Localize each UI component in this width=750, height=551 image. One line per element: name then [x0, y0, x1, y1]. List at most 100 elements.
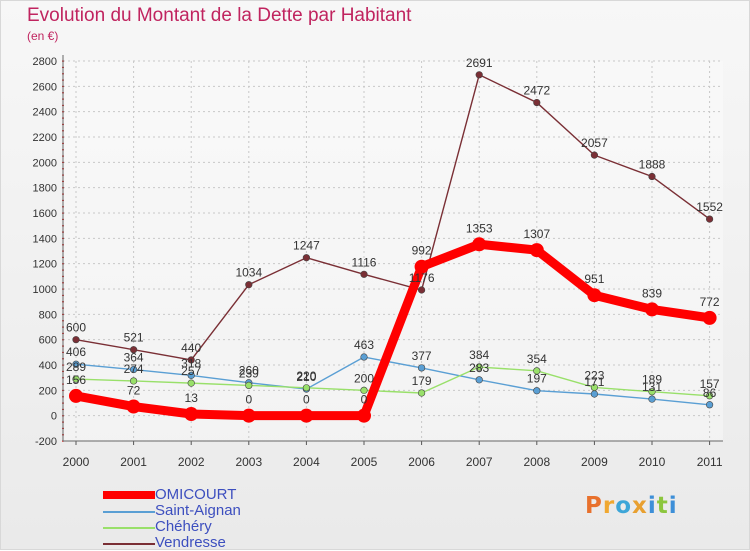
logo-letter: P — [585, 493, 603, 519]
data-point-vendresse — [245, 281, 253, 289]
data-label-ch-h-ry: 289 — [66, 360, 86, 374]
legend-swatch-ch-h-ry — [103, 527, 155, 529]
data-label-vendresse: 1888 — [639, 158, 666, 172]
legend-item-vendresse: Vendresse — [103, 534, 363, 551]
series-line-omicourt — [71, 239, 715, 421]
data-label-ch-h-ry: 354 — [527, 352, 547, 366]
data-point-vendresse — [302, 254, 311, 262]
proxiti-logo: Proxiti — [585, 493, 678, 519]
legend-item-ch-h-ry: Chéhéry — [103, 518, 363, 535]
data-label-vendresse: 521 — [124, 331, 144, 345]
data-point-saint-aignan — [360, 353, 368, 361]
chart-title: Evolution du Montant de la Dette par Hab… — [27, 5, 412, 26]
data-label-omicourt: 13 — [185, 391, 199, 405]
series-layer — [69, 71, 717, 423]
x-tick-label: 2002 — [178, 455, 205, 469]
y-tick-label: -200 — [35, 436, 57, 448]
data-label-omicourt: 839 — [642, 286, 662, 300]
data-label-omicourt: 0 — [245, 393, 252, 407]
series-line-ch-h-ry — [75, 366, 711, 397]
y-tick-label: 1600 — [33, 208, 57, 220]
data-label-vendresse: 2472 — [523, 84, 550, 98]
data-label-omicourt: 1307 — [523, 227, 550, 241]
y-tick-label: 1200 — [33, 259, 57, 271]
data-point-omicourt — [299, 408, 314, 423]
legend-label-vendresse: Vendresse — [155, 534, 226, 551]
y-tick-label: 1400 — [33, 233, 57, 245]
data-label-ch-h-ry: 384 — [469, 348, 489, 362]
legend-label-ch-h-ry: Chéhéry — [155, 518, 212, 535]
y-tick-label: 1000 — [33, 284, 57, 296]
data-point-saint-aignan — [533, 387, 541, 395]
data-label-vendresse: 2691 — [466, 56, 493, 70]
legend-item-omicourt: OMICOURT — [103, 486, 363, 503]
data-label-vendresse: 2057 — [581, 136, 608, 150]
data-label-vendresse: 1247 — [293, 239, 320, 253]
data-label-saint-aignan: 318 — [181, 356, 201, 370]
data-point-ch-h-ry — [130, 377, 138, 385]
data-point-omicourt — [645, 302, 659, 317]
x-tick-label: 2010 — [639, 455, 666, 469]
data-point-saint-aignan — [418, 364, 426, 372]
data-point-saint-aignan — [130, 365, 138, 374]
x-tick-label: 2009 — [581, 455, 608, 469]
data-label-ch-h-ry: 274 — [124, 362, 144, 376]
data-point-ch-h-ry — [590, 383, 599, 392]
data-point-omicourt — [529, 243, 544, 258]
data-point-ch-h-ry — [648, 388, 656, 396]
y-tick-label: 2600 — [33, 81, 57, 93]
data-point-vendresse — [72, 336, 80, 344]
data-point-vendresse — [705, 215, 714, 223]
axis-layer: -200020040060080010001200140016001800200… — [33, 55, 723, 469]
data-label-omicourt: 772 — [700, 295, 720, 309]
x-tick-label: 2008 — [523, 455, 550, 469]
data-point-ch-h-ry — [360, 386, 368, 394]
legend-swatch-omicourt — [103, 491, 155, 499]
legend-swatch-saint-aignan — [103, 511, 155, 513]
chart-subtitle: (en €) — [27, 29, 59, 43]
data-label-saint-aignan: 283 — [469, 361, 489, 375]
grid-layer — [63, 60, 723, 442]
data-label-saint-aignan: 260 — [239, 364, 259, 378]
data-label-omicourt: 1353 — [466, 221, 493, 235]
logo-letter: i — [668, 493, 678, 519]
series-line-vendresse — [75, 74, 711, 361]
data-label-vendresse: 1176 — [409, 271, 435, 285]
legend-label-saint-aignan: Saint-Aignan — [155, 502, 241, 519]
data-label-saint-aignan: 406 — [66, 345, 86, 359]
data-point-omicourt — [587, 288, 602, 303]
data-point-omicourt — [241, 408, 256, 423]
data-label-ch-h-ry: 200 — [354, 371, 374, 385]
data-point-saint-aignan — [648, 395, 656, 403]
y-tick-label: 2400 — [33, 107, 57, 119]
data-label-ch-h-ry: 220 — [296, 369, 316, 383]
legend-item-saint-aignan: Saint-Aignan — [103, 502, 363, 519]
data-point-vendresse — [418, 286, 426, 294]
data-label-saint-aignan: 86 — [703, 386, 717, 400]
data-point-saint-aignan — [187, 371, 195, 379]
data-label-saint-aignan: 197 — [527, 372, 547, 386]
data-label-omicourt: 156 — [66, 373, 86, 387]
logo-letter: t — [656, 493, 669, 519]
data-point-ch-h-ry — [533, 367, 541, 375]
data-point-ch-h-ry — [72, 375, 80, 383]
data-point-omicourt — [414, 259, 429, 274]
data-label-omicourt: 72 — [127, 384, 141, 398]
data-label-ch-h-ry: 179 — [412, 374, 432, 388]
data-label-vendresse: 1116 — [352, 255, 377, 269]
y-tick-label: 1800 — [33, 183, 57, 195]
data-point-ch-h-ry — [245, 381, 253, 389]
data-point-vendresse — [187, 356, 195, 364]
data-label-saint-aignan: 463 — [354, 338, 374, 352]
logo-letter: i — [647, 493, 657, 519]
legend: OMICOURT Saint-Aignan Chéhéry Vendresse — [103, 486, 363, 551]
x-tick-label: 2001 — [120, 455, 147, 469]
x-tick-label: 2005 — [351, 455, 378, 469]
y-tick-label: 200 — [39, 385, 57, 397]
data-point-saint-aignan — [705, 401, 714, 409]
y-tick-label: 2000 — [33, 157, 57, 169]
data-point-vendresse — [533, 98, 541, 107]
data-point-ch-h-ry — [302, 384, 311, 392]
